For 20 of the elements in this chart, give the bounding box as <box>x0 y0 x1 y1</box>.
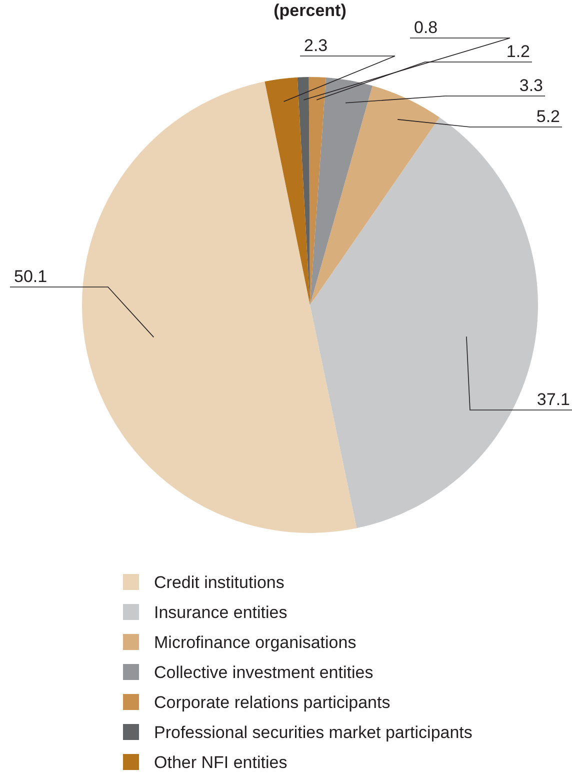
data-label: 2.3 <box>304 36 328 55</box>
data-label: 50.1 <box>14 267 48 286</box>
legend-label: Other NFI entities <box>154 753 288 772</box>
pie-slice <box>264 77 310 305</box>
data-label: 1.2 <box>506 42 530 61</box>
legend-label: Professional securities market participants <box>154 723 472 742</box>
pie-slice <box>82 82 357 533</box>
legend-label: Corporate relations participants <box>154 693 390 712</box>
pie-slice <box>310 86 440 305</box>
legend-label: Insurance entities <box>154 603 288 622</box>
chart-title: (percent) <box>274 1 346 20</box>
pie-slice <box>310 78 372 305</box>
data-label: 3.3 <box>519 76 543 95</box>
data-label: 37.1 <box>536 390 570 409</box>
legend-label: Collective investment entities <box>154 663 374 682</box>
data-label: 5.2 <box>536 107 560 126</box>
data-label: 0.8 <box>414 18 438 37</box>
legend-label: Microfinance organisations <box>154 633 356 652</box>
legend-label: Credit institutions <box>154 573 284 592</box>
pie-slice <box>310 117 538 528</box>
